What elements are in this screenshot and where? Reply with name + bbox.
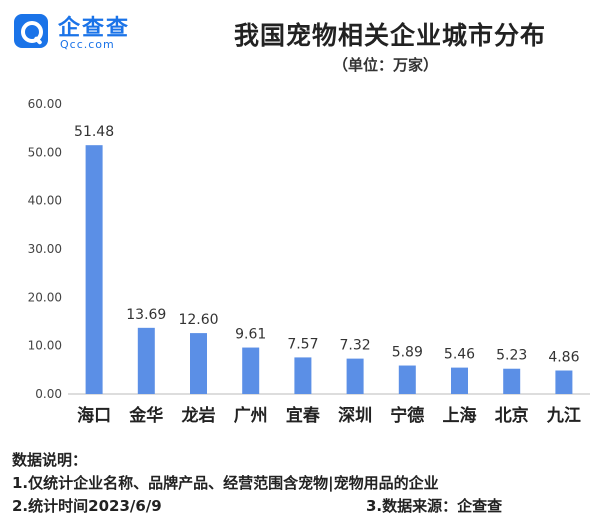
bar bbox=[294, 357, 312, 394]
note-scope: 1.仅统计企业名称、品牌产品、经营范围含宠物|宠物用品的企业 bbox=[12, 474, 439, 492]
data-label: 51.48 bbox=[74, 124, 114, 140]
note-date: 2.统计时间2023/6/9 bbox=[12, 497, 162, 515]
y-tick-label: 0.00 bbox=[35, 387, 62, 401]
x-tick-label: 宜春 bbox=[286, 405, 320, 426]
y-tick-label: 50.00 bbox=[28, 145, 62, 159]
x-tick-label: 龙岩 bbox=[181, 405, 216, 426]
x-tick-label: 金华 bbox=[128, 405, 163, 426]
x-tick-label: 广州 bbox=[234, 405, 268, 426]
bar bbox=[346, 358, 364, 394]
y-tick-label: 30.00 bbox=[28, 242, 62, 256]
bar bbox=[85, 145, 103, 394]
logo-name: 企查查 bbox=[58, 16, 131, 41]
data-label: 9.61 bbox=[235, 327, 266, 343]
bar bbox=[398, 365, 416, 394]
qcc-logo: 企查查 Qcc.com bbox=[8, 6, 178, 56]
x-tick-label: 深圳 bbox=[338, 405, 372, 426]
bar bbox=[137, 327, 155, 394]
data-label: 4.86 bbox=[548, 350, 579, 366]
bar bbox=[451, 367, 468, 394]
logo-domain: Qcc.com bbox=[60, 38, 115, 51]
data-label: 13.69 bbox=[126, 307, 166, 323]
chart-title: 我国宠物相关企业城市分布 bbox=[233, 21, 546, 50]
x-tick-label: 上海 bbox=[443, 405, 477, 426]
x-tick-label: 海口 bbox=[77, 405, 111, 426]
data-label: 7.32 bbox=[340, 338, 371, 354]
magnifier-logo-icon bbox=[14, 14, 48, 48]
data-label: 12.60 bbox=[178, 312, 218, 328]
data-label: 5.23 bbox=[496, 348, 527, 364]
data-label: 5.89 bbox=[392, 345, 423, 361]
bar bbox=[555, 370, 573, 394]
data-label: 5.46 bbox=[444, 347, 475, 363]
data-notes: 数据说明： 1.仅统计企业名称、品牌产品、经营范围含宠物|宠物用品的企业 2.统… bbox=[12, 449, 502, 518]
x-tick-label: 宁德 bbox=[390, 405, 424, 426]
bar bbox=[242, 347, 260, 394]
bar bbox=[190, 333, 207, 394]
unit-label: （单位：万家） bbox=[332, 56, 438, 74]
y-tick-label: 60.00 bbox=[28, 97, 62, 111]
notes-heading: 数据说明： bbox=[12, 451, 88, 469]
bar bbox=[503, 368, 521, 394]
y-tick-label: 40.00 bbox=[28, 194, 62, 208]
y-tick-label: 20.00 bbox=[28, 290, 62, 304]
x-tick-label: 九江 bbox=[546, 406, 581, 426]
data-label: 7.57 bbox=[287, 336, 318, 352]
note-source: 3.数据来源：企查查 bbox=[366, 497, 503, 515]
x-tick-label: 北京 bbox=[495, 405, 529, 426]
y-tick-label: 10.00 bbox=[28, 339, 62, 353]
bar-chart: 0.00 10.00 20.00 30.00 40.00 50.00 60.00 51.48 海… bbox=[28, 97, 590, 426]
